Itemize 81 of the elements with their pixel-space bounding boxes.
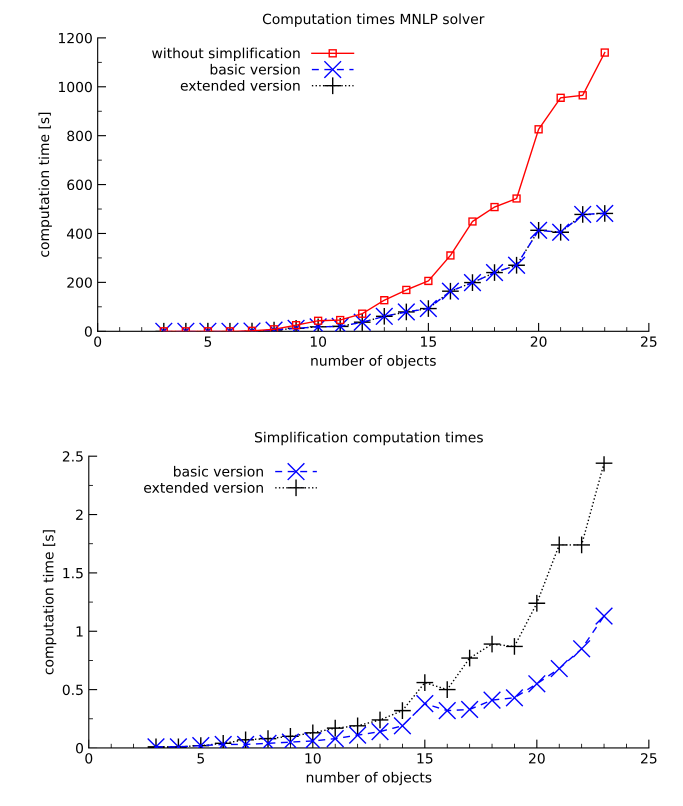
- point: [236, 730, 255, 748]
- point: [572, 536, 591, 554]
- point: [460, 700, 479, 718]
- y-tick-label: 2.5: [62, 451, 83, 462]
- y-tick-label: 1000: [58, 82, 92, 92]
- x-tick-label: 5: [204, 336, 212, 347]
- x-axis-title: number of objects: [311, 355, 436, 369]
- y-tick-label: 0: [76, 742, 84, 754]
- x-tick-label: 0: [94, 336, 102, 347]
- legend-label: extended version: [180, 80, 300, 91]
- point: [595, 456, 614, 472]
- point: [393, 702, 412, 720]
- point: [446, 251, 455, 260]
- chart-title: Simplification computation times: [254, 432, 483, 446]
- x-tick-label: 15: [418, 753, 432, 764]
- point: [490, 202, 499, 212]
- point: [572, 640, 591, 658]
- legend-label: basic version: [174, 466, 263, 477]
- point: [270, 325, 278, 332]
- point: [380, 296, 388, 304]
- point: [326, 719, 344, 738]
- point: [595, 607, 614, 626]
- x-tick-label: 25: [641, 336, 656, 347]
- y-tick-label: 0: [84, 326, 92, 337]
- point: [314, 316, 322, 325]
- legend-label: without simplification: [152, 48, 300, 62]
- x-tick-label: 5: [197, 753, 204, 764]
- y-axis-title: computation time [s]: [42, 530, 56, 674]
- point: [416, 694, 434, 713]
- point: [402, 286, 410, 294]
- x-tick-label: 10: [310, 336, 326, 347]
- y-tick-label: 600: [67, 180, 92, 190]
- point: [258, 730, 278, 748]
- legend-label: basic version: [210, 64, 300, 75]
- point: [370, 710, 390, 729]
- point: [438, 702, 456, 720]
- x-axis-title: number of objects: [306, 772, 432, 786]
- point: [416, 674, 434, 692]
- point: [438, 680, 456, 699]
- point: [424, 276, 433, 286]
- point: [336, 316, 344, 324]
- x-tick-label: 25: [641, 753, 656, 764]
- point: [292, 320, 300, 330]
- point: [578, 91, 587, 100]
- y-tick-label: 200: [67, 277, 92, 288]
- point: [483, 691, 502, 710]
- point: [505, 637, 524, 656]
- point: [468, 217, 477, 226]
- x-tick-label: 20: [529, 753, 545, 764]
- point: [550, 536, 568, 554]
- point: [281, 727, 300, 746]
- point: [326, 730, 344, 748]
- point: [600, 48, 609, 57]
- y-tick-label: 1200: [58, 32, 92, 44]
- y-tick-label: 800: [67, 130, 92, 142]
- x-tick-label: 10: [306, 753, 321, 764]
- point: [528, 594, 546, 612]
- y-tick-label: 1.5: [63, 568, 83, 578]
- y-tick-label: 400: [66, 228, 92, 239]
- y-tick-label: 1: [76, 626, 83, 637]
- point: [505, 688, 524, 707]
- point: [370, 722, 390, 741]
- point: [460, 649, 479, 668]
- x-tick-label: 15: [421, 336, 436, 347]
- point: [483, 635, 502, 654]
- point: [550, 660, 568, 678]
- point: [358, 309, 366, 318]
- point: [348, 726, 367, 744]
- y-tick-label: 2: [76, 510, 83, 520]
- point: [528, 674, 546, 693]
- point: [512, 194, 521, 203]
- x-tick-label: 20: [530, 336, 547, 347]
- legend-label: extended version: [144, 482, 263, 493]
- y-tick-label: 0.5: [62, 684, 83, 696]
- point: [556, 94, 565, 102]
- chart-title: Computation times MNLP solver: [262, 13, 484, 27]
- y-axis-title: computation time [s]: [38, 112, 52, 257]
- point: [393, 716, 412, 735]
- point: [348, 716, 367, 735]
- point: [304, 732, 322, 748]
- point: [534, 125, 543, 134]
